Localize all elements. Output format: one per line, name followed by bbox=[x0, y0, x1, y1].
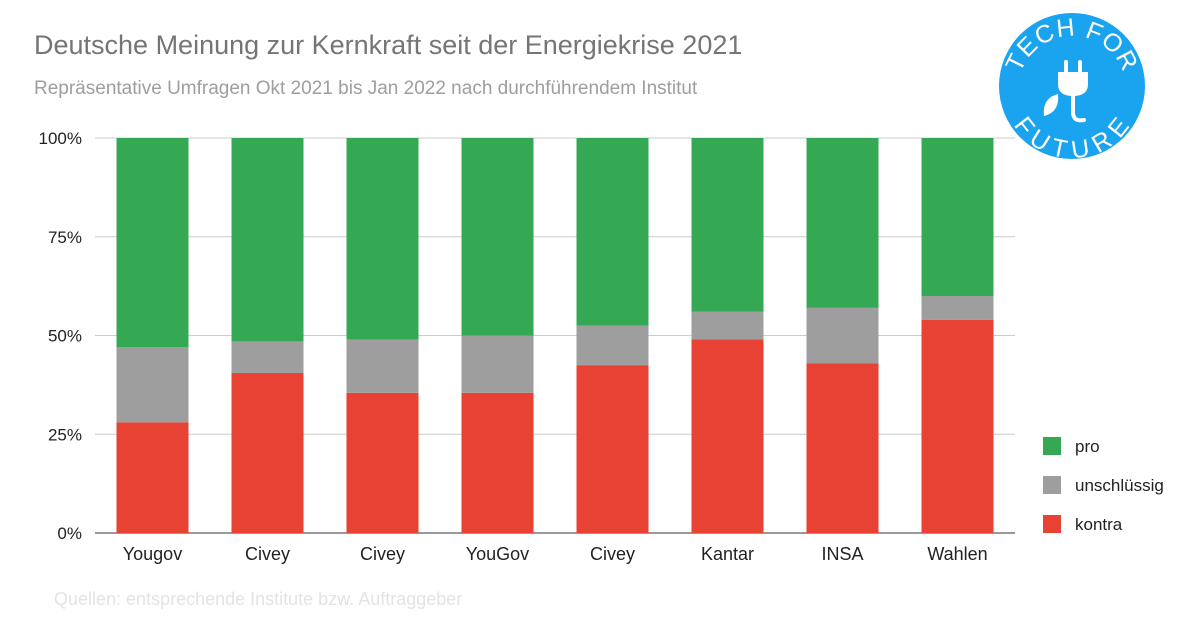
y-tick-label: 75% bbox=[48, 228, 82, 247]
plug-leaf-icon bbox=[1043, 60, 1088, 123]
bar-segment-pro bbox=[806, 138, 879, 308]
bar-segment-kontra bbox=[921, 319, 994, 533]
bar-segment-kontra bbox=[231, 373, 304, 533]
x-tick-label: Kantar bbox=[701, 544, 754, 564]
bar-segment-kontra bbox=[806, 363, 879, 533]
x-tick-label: INSA bbox=[821, 544, 863, 564]
legend-swatch bbox=[1043, 437, 1061, 455]
legend-label: unschlüssig bbox=[1075, 476, 1164, 495]
source-note: Quellen: entsprechende Institute bzw. Au… bbox=[54, 589, 463, 609]
bar-segment-kontra bbox=[691, 339, 764, 533]
legend-swatch bbox=[1043, 476, 1061, 494]
bar-segment-unschlüssig bbox=[576, 325, 649, 366]
x-tick-label: Wahlen bbox=[927, 544, 987, 564]
y-tick-label: 0% bbox=[57, 524, 82, 543]
y-axis: 0% 25% 50% 75% 100% bbox=[39, 129, 82, 543]
bar-segment-pro bbox=[461, 138, 534, 336]
x-axis: Yougov Civey Civey YouGov Civey Kantar INSA Wah… bbox=[123, 544, 988, 564]
bar-segment-unschlüssig bbox=[921, 296, 994, 320]
bar-segment-pro bbox=[116, 138, 189, 348]
bar-segment-pro bbox=[576, 138, 649, 326]
bar-segment-unschlüssig bbox=[346, 339, 419, 393]
bar-segment-unschlüssig bbox=[691, 311, 764, 340]
bar-segment-unschlüssig bbox=[461, 335, 534, 393]
x-tick-label: Yougov bbox=[123, 544, 182, 564]
chart-subtitle: Repräsentative Umfragen Okt 2021 bis Jan… bbox=[34, 78, 698, 99]
bar-segment-unschlüssig bbox=[806, 307, 879, 364]
x-tick-label: Civey bbox=[245, 544, 290, 564]
x-tick-label: Civey bbox=[590, 544, 635, 564]
bar-segment-pro bbox=[346, 138, 419, 340]
chart-title: Deutsche Meinung zur Kernkraft seit der … bbox=[34, 30, 743, 60]
y-tick-label: 100% bbox=[39, 129, 82, 148]
bar-segment-unschlüssig bbox=[231, 341, 304, 374]
legend-swatch bbox=[1043, 515, 1061, 533]
legend-label: pro bbox=[1075, 437, 1100, 456]
bars bbox=[116, 138, 994, 533]
bar-segment-pro bbox=[921, 138, 994, 296]
bar-segment-kontra bbox=[346, 392, 419, 533]
bar-segment-pro bbox=[691, 138, 764, 312]
tech-for-future-logo: TECH FOR FUTURE bbox=[999, 13, 1145, 160]
x-tick-label: YouGov bbox=[466, 544, 529, 564]
bar-segment-unschlüssig bbox=[116, 347, 189, 423]
y-tick-label: 50% bbox=[48, 327, 82, 346]
legend-label: kontra bbox=[1075, 515, 1123, 534]
bar-segment-kontra bbox=[461, 392, 534, 533]
bar-segment-pro bbox=[231, 138, 304, 342]
legend: pro unschlüssig kontra bbox=[1043, 437, 1164, 534]
x-tick-label: Civey bbox=[360, 544, 405, 564]
bar-segment-kontra bbox=[576, 365, 649, 533]
y-tick-label: 25% bbox=[48, 425, 82, 444]
bar-segment-kontra bbox=[116, 422, 189, 533]
